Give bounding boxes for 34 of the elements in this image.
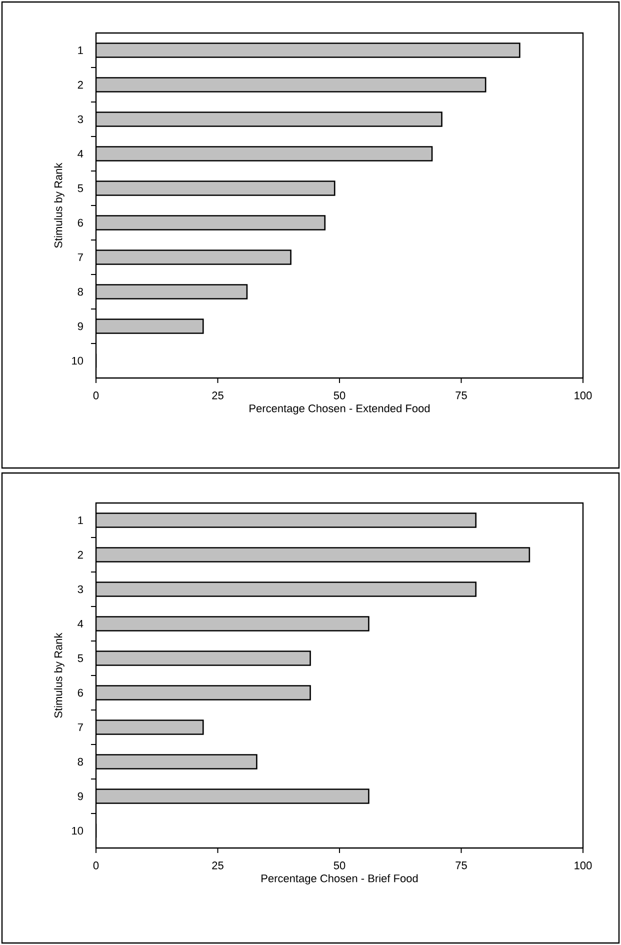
x-tick-label: 75	[456, 862, 467, 870]
x-tick-label: 50	[334, 392, 346, 400]
x-axis-title: Percentage Chosen - Extended Food	[250, 404, 430, 414]
y-tick-label: 3	[78, 585, 83, 594]
y-tick-label: 2	[78, 80, 83, 89]
y-tick-label: 6	[78, 688, 83, 697]
x-tick-label: 100	[574, 392, 592, 400]
y-tick-label: 3	[78, 115, 83, 124]
y-tick-label: 10	[72, 356, 84, 365]
y-tick-label: 8	[78, 758, 83, 766]
y-tick-label: 7	[78, 253, 83, 262]
y-tick-label: 1	[78, 516, 83, 524]
x-tick-label: 0	[93, 392, 99, 400]
y-tick-label: 9	[78, 792, 83, 800]
y-tick-label: 7	[78, 723, 83, 732]
x-tick-label: 50	[334, 862, 346, 870]
x-tick-label: 25	[212, 392, 224, 400]
y-tick-label: 2	[78, 550, 83, 559]
y-axis-title: Stimulus by Rank	[54, 632, 64, 718]
x-axis-title: Percentage Chosen - Brief Food	[262, 874, 418, 884]
y-tick-label: 5	[78, 654, 83, 662]
y-tick-label: 8	[78, 288, 83, 296]
x-tick-label: 75	[456, 392, 467, 400]
y-tick-label: 6	[78, 218, 83, 227]
y-tick-label: 10	[72, 826, 84, 835]
x-tick-label: 0	[93, 862, 99, 870]
y-tick-label: 9	[78, 322, 83, 330]
x-tick-label: 25	[212, 862, 224, 870]
x-tick-label: 100	[574, 862, 592, 870]
y-tick-label: 4	[78, 150, 84, 158]
y-axis-title: Stimulus by Rank	[54, 162, 64, 248]
y-tick-label: 5	[78, 184, 83, 192]
y-tick-label: 1	[78, 46, 83, 54]
y-tick-label: 4	[78, 620, 84, 628]
